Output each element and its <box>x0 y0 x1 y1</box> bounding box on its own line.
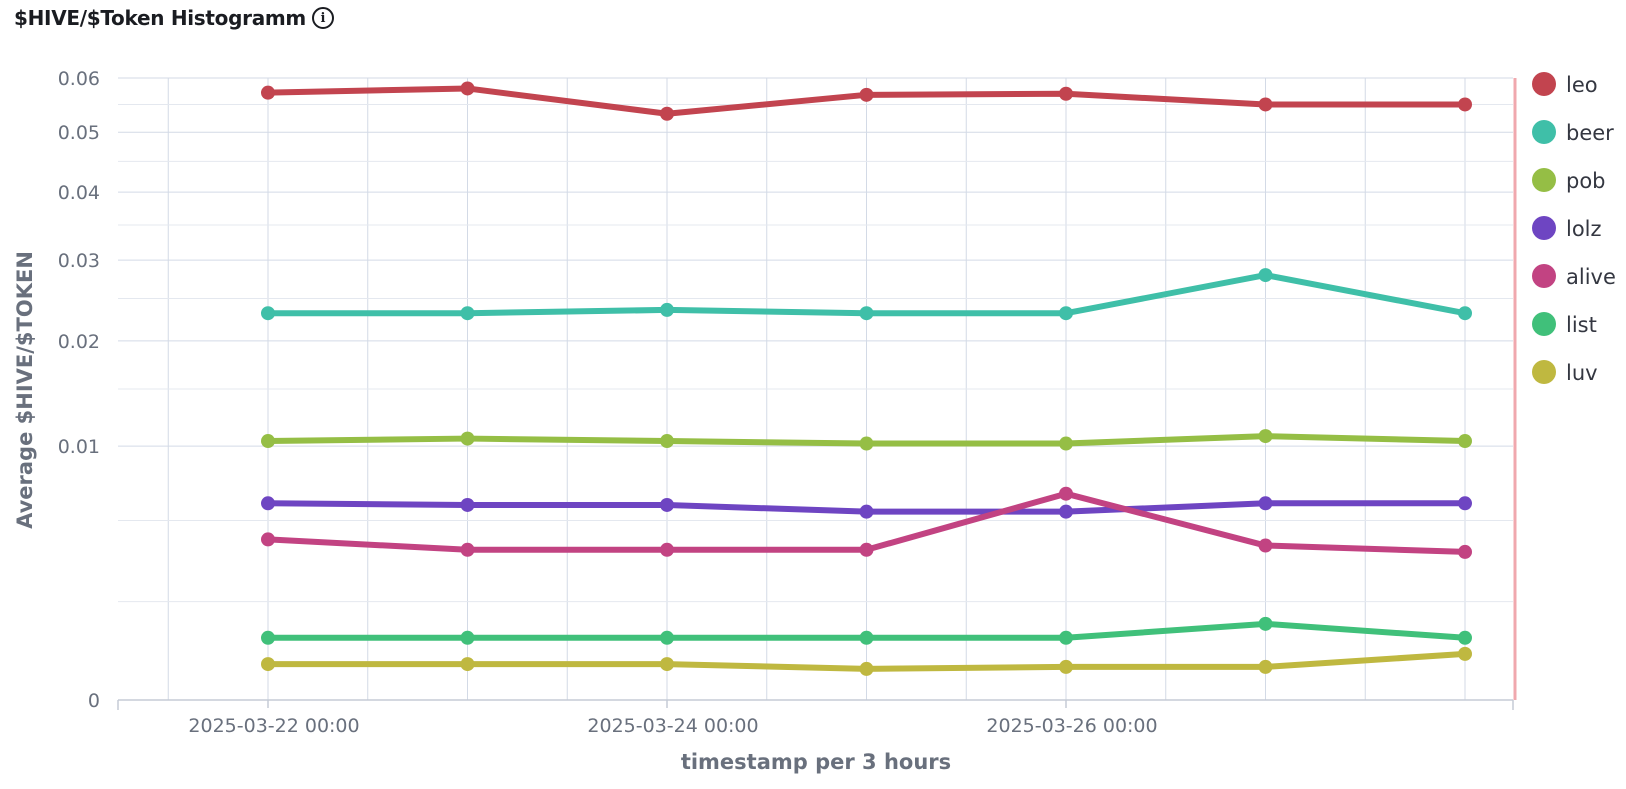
legend-swatch-beer[interactable] <box>1532 120 1556 144</box>
legend-swatch-pob[interactable] <box>1532 168 1556 192</box>
data-point-luv[interactable] <box>1258 659 1273 674</box>
data-point-luv[interactable] <box>261 657 275 672</box>
data-point-beer[interactable] <box>660 302 674 317</box>
data-point-luv[interactable] <box>660 657 674 672</box>
data-point-alive[interactable] <box>261 532 275 547</box>
legend-label-beer[interactable]: beer <box>1566 121 1614 145</box>
data-point-pob[interactable] <box>660 434 674 449</box>
x-tick-label: 2025-03-26 00:00 <box>986 715 1157 737</box>
data-point-leo[interactable] <box>859 87 874 102</box>
data-point-alive[interactable] <box>460 542 475 557</box>
y-tick-label: 0.04 <box>58 182 100 204</box>
data-point-lolz[interactable] <box>1258 496 1273 511</box>
chart-title: $HIVE/$Token Histogramm <box>14 6 306 30</box>
data-point-pob[interactable] <box>1458 434 1472 449</box>
legend-swatch-leo[interactable] <box>1532 72 1556 96</box>
data-point-leo[interactable] <box>1458 97 1472 112</box>
legend-swatch-lolz[interactable] <box>1532 216 1556 240</box>
data-point-pob[interactable] <box>261 434 275 449</box>
data-point-pob[interactable] <box>1258 429 1273 444</box>
data-point-luv[interactable] <box>460 657 475 672</box>
data-point-list[interactable] <box>660 630 674 645</box>
data-point-beer[interactable] <box>859 306 874 321</box>
y-tick-label: 0.01 <box>58 436 100 458</box>
y-tick-label: 0.02 <box>58 331 100 353</box>
data-point-beer[interactable] <box>1458 306 1472 321</box>
legend-label-list[interactable]: list <box>1566 313 1597 337</box>
x-tick-label: 2025-03-22 00:00 <box>188 715 359 737</box>
data-point-alive[interactable] <box>1059 486 1073 501</box>
data-point-leo[interactable] <box>1059 86 1073 101</box>
data-point-list[interactable] <box>1059 630 1073 645</box>
data-point-leo[interactable] <box>660 106 674 121</box>
data-point-beer[interactable] <box>261 306 275 321</box>
legend-label-luv[interactable]: luv <box>1566 361 1598 385</box>
legend-swatch-luv[interactable] <box>1532 360 1556 384</box>
data-point-leo[interactable] <box>460 81 475 96</box>
data-point-pob[interactable] <box>460 431 475 446</box>
legend-swatch-alive[interactable] <box>1532 264 1556 288</box>
data-point-pob[interactable] <box>859 436 874 451</box>
data-point-alive[interactable] <box>1458 544 1472 559</box>
data-point-lolz[interactable] <box>660 497 674 512</box>
data-point-beer[interactable] <box>460 306 475 321</box>
data-point-alive[interactable] <box>660 542 674 557</box>
data-point-lolz[interactable] <box>261 496 275 511</box>
data-point-leo[interactable] <box>261 85 275 100</box>
legend-label-alive[interactable]: alive <box>1566 265 1616 289</box>
data-point-lolz[interactable] <box>460 497 475 512</box>
data-point-list[interactable] <box>460 630 475 645</box>
y-tick-label: 0 <box>88 690 100 712</box>
data-point-lolz[interactable] <box>1458 496 1472 511</box>
data-point-luv[interactable] <box>1059 659 1073 674</box>
data-point-beer[interactable] <box>1258 268 1273 283</box>
data-point-alive[interactable] <box>859 542 874 557</box>
data-point-list[interactable] <box>1258 616 1273 631</box>
data-point-lolz[interactable] <box>1059 504 1073 519</box>
legend-label-leo[interactable]: leo <box>1566 73 1598 97</box>
data-point-beer[interactable] <box>1059 306 1073 321</box>
data-point-lolz[interactable] <box>859 504 874 519</box>
legend-label-lolz[interactable]: lolz <box>1566 217 1602 241</box>
legend-swatch-list[interactable] <box>1532 312 1556 336</box>
y-tick-label: 0.05 <box>58 122 100 144</box>
info-icon[interactable]: i <box>311 7 334 29</box>
data-point-leo[interactable] <box>1258 97 1273 112</box>
data-point-pob[interactable] <box>1059 436 1073 451</box>
x-axis-title: timestamp per 3 hours <box>681 750 951 774</box>
data-point-list[interactable] <box>261 630 275 645</box>
data-point-alive[interactable] <box>1258 538 1273 553</box>
data-point-luv[interactable] <box>1458 646 1472 661</box>
y-tick-label: 0.06 <box>58 68 100 90</box>
x-tick-label: 2025-03-24 00:00 <box>587 715 758 737</box>
chart-header: $HIVE/$Token Histogramm i <box>14 6 334 30</box>
data-point-list[interactable] <box>859 630 874 645</box>
data-point-luv[interactable] <box>859 661 874 676</box>
data-point-list[interactable] <box>1458 630 1472 645</box>
legend-label-pob[interactable]: pob <box>1566 169 1606 193</box>
y-tick-label: 0.03 <box>58 250 100 272</box>
y-axis-title: Average $HIVE/$TOKEN <box>13 251 37 529</box>
